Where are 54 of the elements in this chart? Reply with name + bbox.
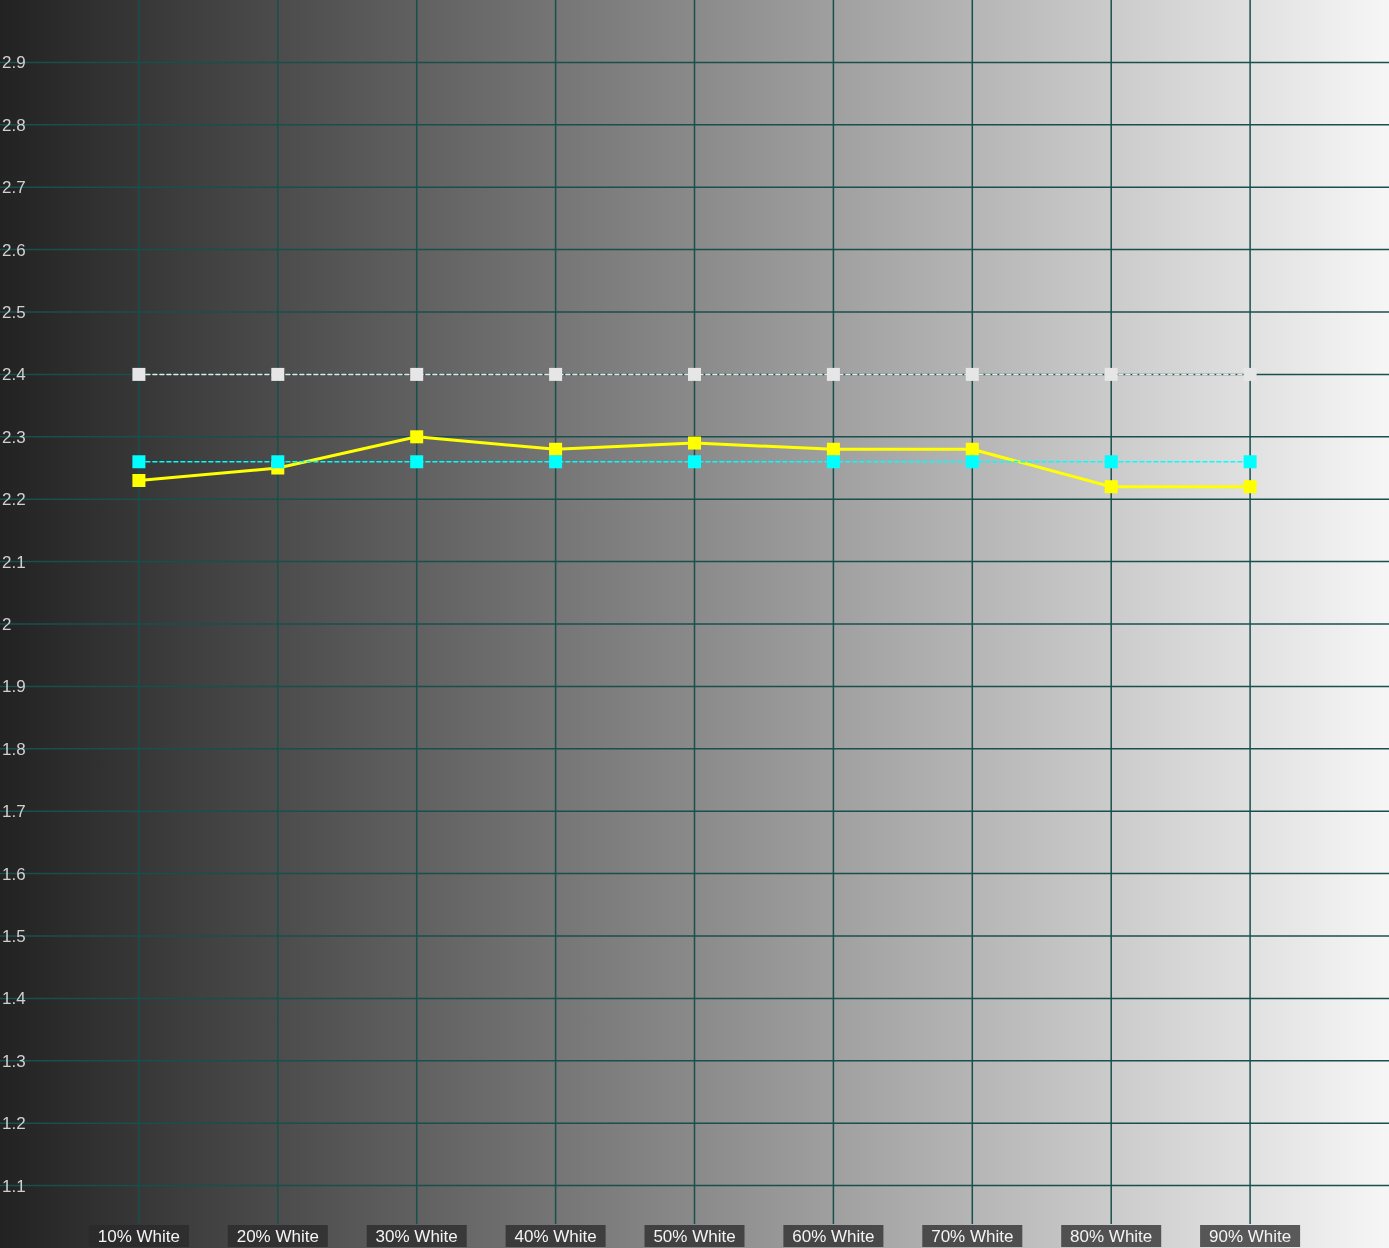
point	[1243, 455, 1257, 469]
point	[826, 367, 840, 381]
point	[132, 367, 146, 381]
y-tick-label: 2.1	[2, 552, 26, 572]
point	[549, 442, 563, 456]
y-tick-label: 2.7	[2, 178, 26, 198]
x-tick-label: 90% White	[1209, 1227, 1292, 1246]
y-tick-label: 1.8	[2, 739, 26, 759]
y-tick-label: 1.9	[2, 677, 26, 697]
y-tick-label: 2	[2, 614, 12, 634]
point	[132, 473, 146, 487]
y-tick-label: 2.9	[2, 53, 26, 73]
point	[410, 430, 424, 444]
y-tick-label: 2.4	[2, 365, 26, 385]
point	[410, 367, 424, 381]
point	[1104, 455, 1118, 469]
point	[1243, 367, 1257, 381]
point	[965, 367, 979, 381]
x-tick-label: 60% White	[792, 1227, 875, 1246]
y-tick-label: 2.3	[2, 427, 26, 447]
point	[965, 442, 979, 456]
point	[549, 455, 563, 469]
point	[410, 455, 424, 469]
x-tick-label: 40% White	[514, 1227, 597, 1246]
y-tick-label: 1.7	[2, 802, 26, 822]
y-tick-label: 1.3	[2, 1051, 26, 1071]
point	[688, 436, 701, 450]
x-tick-label: 50% White	[653, 1227, 736, 1246]
point	[965, 455, 979, 469]
point	[1104, 367, 1118, 381]
point	[1104, 480, 1118, 494]
point	[271, 367, 285, 381]
point	[826, 455, 840, 469]
point	[826, 442, 840, 456]
point	[132, 455, 146, 469]
y-tick-label: 2.5	[2, 302, 26, 322]
y-tick-label: 1.6	[2, 864, 26, 884]
point	[688, 367, 701, 381]
point	[688, 455, 701, 469]
y-tick-label: 1.4	[2, 989, 26, 1009]
point	[1243, 480, 1257, 494]
point	[271, 455, 285, 469]
y-tick-label: 1.1	[2, 1176, 26, 1196]
x-tick-label: 30% White	[375, 1227, 458, 1246]
x-tick-label: 10% White	[97, 1227, 180, 1246]
y-tick-label: 2.6	[2, 240, 26, 260]
x-tick-label: 70% White	[931, 1227, 1014, 1246]
y-tick-label: 1.2	[2, 1114, 26, 1134]
x-tick-label: 20% White	[236, 1227, 319, 1246]
y-tick-label: 2.2	[2, 490, 26, 510]
x-tick-label: 80% White	[1070, 1227, 1153, 1246]
y-tick-label: 2.8	[2, 115, 26, 135]
y-tick-label: 1.5	[2, 926, 26, 946]
point	[549, 367, 563, 381]
